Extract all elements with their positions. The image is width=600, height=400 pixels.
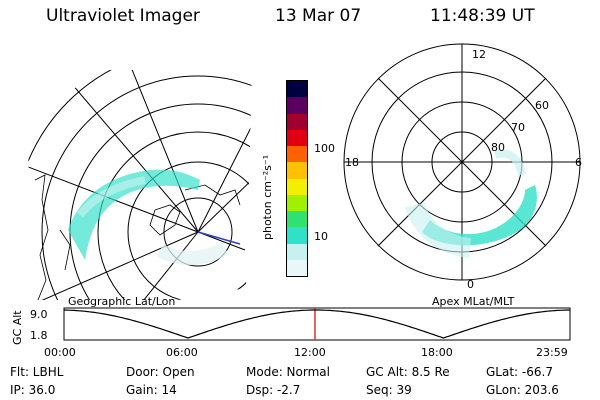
geo-map-caption: Geographic Lat/Lon: [68, 295, 176, 308]
mlt-label-left: 18: [345, 156, 359, 169]
colorbar-tick-10: 10: [314, 230, 328, 243]
mlt-label-top: 12: [472, 48, 486, 61]
colorbar-segment: [287, 129, 307, 146]
status-gc-alt: GC Alt: 8.5 Re: [366, 365, 450, 379]
lat-label-70: 70: [511, 121, 525, 134]
orbit-altitude-curve: [63, 309, 570, 339]
orbit-xtick-3: 18:00: [421, 346, 453, 359]
colorbar-segment: [287, 178, 307, 195]
status-flt: Flt: LBHL: [10, 365, 64, 379]
apex-map-caption: Apex MLat/MLT: [432, 295, 515, 308]
orbit-xtick-2: 12:00: [294, 346, 326, 359]
mlt-label-bottom: 0: [467, 278, 474, 291]
status-glon: GLon: 203.6: [486, 383, 559, 397]
time-label: 11:48:39 UT: [430, 6, 535, 26]
status-ip: IP: 36.0: [10, 383, 56, 397]
colorbar-segment: [287, 211, 307, 228]
status-gain: Gain: 14: [126, 383, 177, 397]
colorbar-segment: [287, 97, 307, 114]
lat-label-80: 80: [491, 141, 505, 154]
orbit-xtick-4: 23:59: [536, 346, 568, 359]
status-seq: Seq: 39: [366, 383, 412, 397]
colorbar-segment: [287, 227, 307, 244]
colorbar-tick-100: 100: [314, 142, 335, 155]
app-title: Ultraviolet Imager: [46, 6, 200, 26]
status-door: Door: Open: [126, 365, 195, 379]
status-dsp: Dsp: -2.7: [246, 383, 301, 397]
status-glat: GLat: -66.7: [486, 365, 553, 379]
orbit-xtick-1: 06:00: [166, 346, 198, 359]
colorbar-segment: [287, 81, 307, 98]
lat-label-60: 60: [535, 99, 549, 112]
mlt-label-right: 6: [575, 156, 582, 169]
colorbar-segment: [287, 113, 307, 130]
orbit-ytick-high: 9.0: [30, 308, 48, 321]
status-mode: Mode: Normal: [246, 365, 330, 379]
colorbar: [286, 80, 308, 277]
colorbar-segment: [287, 146, 307, 163]
orbit-xtick-0: 00:00: [44, 346, 76, 359]
orbit-ytick-low: 1.8: [30, 329, 48, 342]
date-label: 13 Mar 07: [275, 6, 362, 26]
colorbar-segment: [287, 194, 307, 211]
colorbar-segment: [287, 243, 307, 260]
colorbar-segment: [287, 162, 307, 179]
colorbar-segment: [287, 259, 307, 276]
